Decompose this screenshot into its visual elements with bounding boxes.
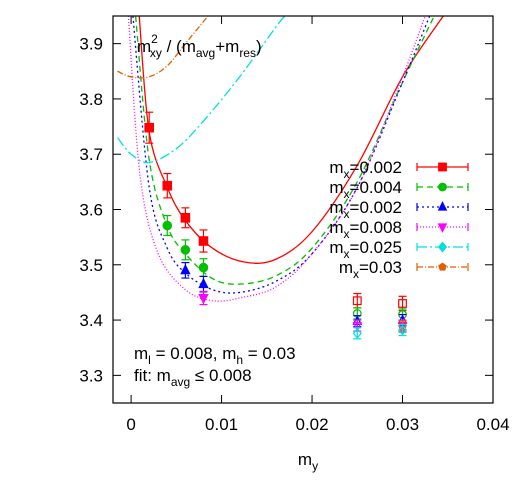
open-point <box>397 324 408 336</box>
series-2-point <box>180 245 191 255</box>
fit-curves <box>117 16 444 302</box>
y-tick-label: 3.7 <box>79 145 103 164</box>
fit-curve-group <box>117 16 444 302</box>
x-axis-label: my <box>298 450 318 473</box>
series-2-point <box>198 262 209 273</box>
y-tick-label: 3.3 <box>79 366 103 385</box>
top-left-annotation: m2 xy / (mavg+mres) <box>137 32 262 60</box>
data-points <box>144 111 408 340</box>
y-tick-label: 3.4 <box>79 311 103 330</box>
legend-label: mx=0.008 <box>329 218 402 241</box>
open-point <box>352 296 362 306</box>
legend: mx=0.002mx=0.004mx=0.002mx=0.008mx=0.025… <box>329 158 469 281</box>
y-tick-label: 3.5 <box>79 256 103 275</box>
legend-label: mx=0.03 <box>339 258 402 281</box>
fit-curve-1 <box>138 16 444 264</box>
params-annotation: ml = 0.008, mh = 0.03 <box>134 344 296 367</box>
legend-marker <box>438 262 447 271</box>
fit-curve-6 <box>117 16 209 79</box>
fit-curve-3 <box>132 16 431 294</box>
y-tick-label: 3.9 <box>79 35 103 54</box>
open-point <box>398 299 407 308</box>
fit-curve-4 <box>127 16 426 302</box>
fit-curve-5 <box>117 16 286 164</box>
fit-annotation: fit: mavg ≤ 0.008 <box>134 366 252 389</box>
legend-label: mx=0.002 <box>329 158 402 181</box>
y-tick-label: 3.6 <box>79 201 103 220</box>
open-point <box>352 327 362 339</box>
series-1-point <box>162 180 173 191</box>
y-tick-label: 3.8 <box>79 90 103 109</box>
legend-label: mx=0.025 <box>329 238 402 261</box>
series-4-point <box>198 293 209 305</box>
x-tick-label: 0.04 <box>476 415 509 434</box>
x-tick-label: 0.02 <box>296 415 329 434</box>
series-3-point <box>198 277 209 289</box>
series-1-point <box>198 236 209 246</box>
legend-marker <box>438 162 447 172</box>
series-2-point <box>162 220 173 231</box>
legend-marker <box>437 201 448 211</box>
x-tick-label: 0 <box>126 415 135 434</box>
legend-marker <box>438 182 447 192</box>
legend-marker <box>437 241 448 253</box>
series-1-point <box>180 212 191 223</box>
legend-label: mx=0.002 <box>329 198 402 221</box>
legend-marker <box>437 223 448 233</box>
legend-label: mx=0.004 <box>329 178 402 201</box>
annotations: m2 xy / (mavg+mres) ml = 0.008, mh = 0.03f… <box>134 32 296 389</box>
series-1-point <box>144 122 154 133</box>
open-point <box>352 321 363 332</box>
fit-curve-2 <box>134 16 435 285</box>
axes: 0 0.01 0.02 0.03 0.04 3.3 3.4 3.5 3.6 3.7 3.8 3.9 my <box>79 15 510 473</box>
x-tick-label: 0.01 <box>205 415 238 434</box>
series-3-point <box>180 263 191 275</box>
x-tick-label: 0.03 <box>386 415 419 434</box>
